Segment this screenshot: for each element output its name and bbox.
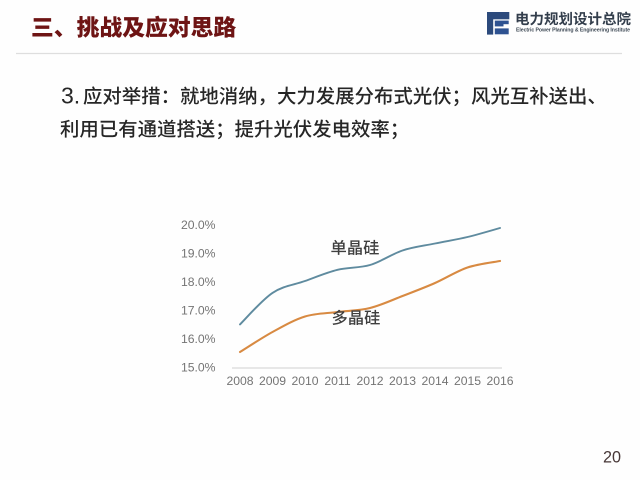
svg-text:2010: 2010 [291, 374, 318, 388]
svg-text:19.0%: 19.0% [181, 247, 216, 261]
svg-text:15.0%: 15.0% [181, 361, 216, 375]
svg-text:17.0%: 17.0% [181, 304, 216, 318]
svg-text:Electric Power Planning & Engi: Electric Power Planning & Engineering In… [516, 27, 630, 33]
svg-text:2012: 2012 [356, 374, 383, 388]
svg-text:16.0%: 16.0% [181, 332, 216, 346]
svg-text:3.: 3. [61, 83, 80, 109]
svg-text:2015: 2015 [454, 374, 481, 388]
svg-text:2014: 2014 [421, 374, 448, 388]
svg-text:20: 20 [603, 449, 621, 467]
svg-text:20.0%: 20.0% [181, 218, 216, 232]
svg-text:18.0%: 18.0% [181, 275, 216, 289]
svg-text:2008: 2008 [226, 374, 253, 388]
svg-text:2013: 2013 [389, 374, 416, 388]
svg-text:2009: 2009 [259, 374, 286, 388]
svg-text:2016: 2016 [486, 374, 513, 388]
svg-text:2011: 2011 [324, 374, 350, 388]
